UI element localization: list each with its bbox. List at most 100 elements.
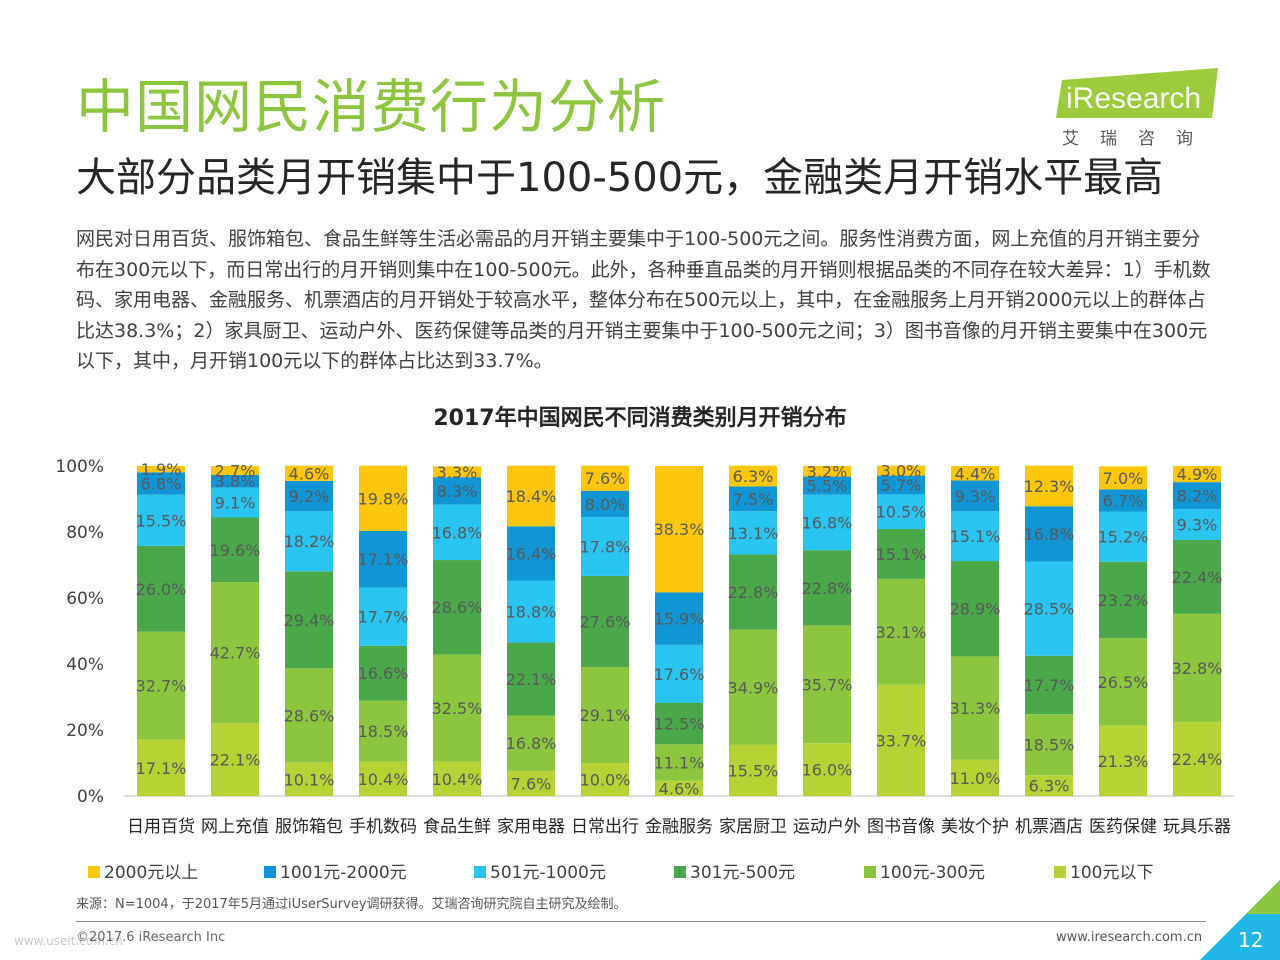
data-label: 16.6% — [358, 664, 409, 683]
bar-segment — [285, 465, 333, 481]
bar-segment — [137, 494, 185, 546]
data-label: 32.7% — [136, 677, 187, 696]
footer-divider — [76, 921, 1206, 922]
y-tick-label: 60% — [66, 589, 104, 609]
bar-segment — [507, 642, 555, 716]
bar-segment — [285, 762, 333, 796]
bar-segment — [877, 578, 925, 685]
bar-segment — [877, 475, 925, 495]
data-label: 15.5% — [728, 761, 779, 780]
data-label: 11.0% — [950, 769, 1001, 788]
bar-segment — [729, 554, 777, 630]
legend-swatch — [264, 866, 276, 878]
data-label: 6.3% — [733, 467, 774, 486]
bar-segment — [211, 582, 259, 724]
data-label: 10.5% — [876, 503, 927, 522]
bar-segment — [951, 759, 999, 796]
page-subtitle: 大部分品类月开销集中于100-500元，金融类月开销水平最高 — [76, 155, 1164, 201]
data-label: 21.3% — [1098, 752, 1149, 771]
bar-segment — [433, 761, 481, 796]
data-label: 32.1% — [876, 623, 927, 642]
data-label: 17.1% — [358, 550, 409, 569]
bar-segment — [1173, 613, 1221, 723]
bar-segment — [581, 763, 629, 796]
bar-segment — [1025, 655, 1073, 715]
stacked-bar-chart: 0% 20% 40% 60% 80% 100% 17.1% 32.7% 26.0% 15.5% 6.… — [55, 457, 1234, 837]
bar-segment — [507, 715, 555, 771]
data-label: 32.8% — [1172, 659, 1223, 678]
data-label: 29.1% — [580, 706, 631, 725]
data-label: 31.3% — [950, 699, 1001, 718]
bar-segment — [729, 629, 777, 745]
data-label: 17.7% — [358, 608, 409, 627]
bar-segment — [359, 645, 407, 701]
data-label: 29.4% — [284, 611, 335, 630]
data-label: 23.2% — [1098, 591, 1149, 610]
category-label: 美妆个护 — [941, 817, 1009, 837]
bar-segment — [1173, 509, 1221, 540]
bar-segment — [359, 700, 407, 762]
data-label: 15.2% — [1098, 528, 1149, 547]
y-tick-label: 40% — [66, 655, 104, 675]
bar-segment — [951, 511, 999, 562]
legend-item-2000-plus: 2000元以上 — [88, 858, 198, 883]
bar-segment — [507, 465, 555, 527]
bar-segment — [137, 466, 185, 473]
data-label: 19.6% — [210, 541, 261, 560]
bar-segment — [655, 780, 703, 796]
bar-segment — [1173, 539, 1221, 614]
category-label: 家居厨卫 — [719, 817, 787, 837]
category-label: 日常出行 — [571, 817, 639, 837]
legend-item-1001-2000: 1001元-2000元 — [264, 858, 407, 883]
data-label: 2.7% — [215, 461, 256, 480]
bar-segment — [1025, 465, 1073, 507]
data-label: 5.7% — [881, 476, 922, 495]
bar-segment — [729, 486, 777, 512]
data-label: 35.7% — [802, 675, 853, 694]
data-label: 9.3% — [955, 487, 996, 506]
data-label: 9.3% — [1177, 516, 1218, 535]
data-label: 16.0% — [802, 761, 853, 780]
y-tick-label: 20% — [66, 721, 104, 741]
legend-label: 1001元-2000元 — [280, 863, 407, 883]
data-label: 3.8% — [215, 472, 256, 491]
website-link[interactable]: www.iresearch.com.cn — [1056, 930, 1203, 945]
data-label: 8.2% — [1177, 487, 1218, 506]
data-label: 8.0% — [585, 495, 626, 514]
category-label: 服饰箱包 — [275, 817, 343, 837]
legend-swatch — [864, 866, 876, 878]
legend-swatch — [474, 866, 486, 878]
data-label: 22.4% — [1172, 568, 1223, 587]
bar-segment — [433, 477, 481, 505]
legend-swatch — [88, 866, 100, 878]
bar-segment — [951, 561, 999, 657]
data-label: 28.9% — [950, 600, 1001, 619]
bar-segment — [137, 472, 185, 495]
data-label: 17.7% — [1024, 676, 1075, 695]
data-label: 22.8% — [802, 579, 853, 598]
legend-swatch — [674, 866, 686, 878]
legend-swatch — [1054, 866, 1066, 878]
bar-segment — [285, 480, 333, 512]
bar-segment — [877, 494, 925, 530]
corner-decoration — [1200, 880, 1280, 960]
y-tick-label: 100% — [55, 457, 104, 477]
y-tick-label: 80% — [66, 523, 104, 543]
data-label: 26.0% — [136, 580, 187, 599]
bar-segment — [211, 723, 259, 796]
bar-segment — [951, 656, 999, 760]
data-label: 28.6% — [284, 706, 335, 725]
data-label: 10.4% — [432, 770, 483, 789]
data-label: 6.8% — [141, 474, 182, 493]
bar-segment — [137, 631, 185, 740]
data-label: 22.4% — [1172, 750, 1223, 769]
legend-label: 301元-500元 — [690, 863, 796, 883]
bar-segment — [803, 550, 851, 626]
data-label: 38.3% — [654, 520, 705, 539]
legend-item-501-1000: 501元-1000元 — [474, 858, 606, 883]
data-label: 9.2% — [289, 487, 330, 506]
data-label: 17.6% — [654, 665, 705, 684]
bar-segment — [655, 592, 703, 645]
bar-segment — [1099, 466, 1147, 490]
data-label: 42.7% — [210, 644, 261, 663]
